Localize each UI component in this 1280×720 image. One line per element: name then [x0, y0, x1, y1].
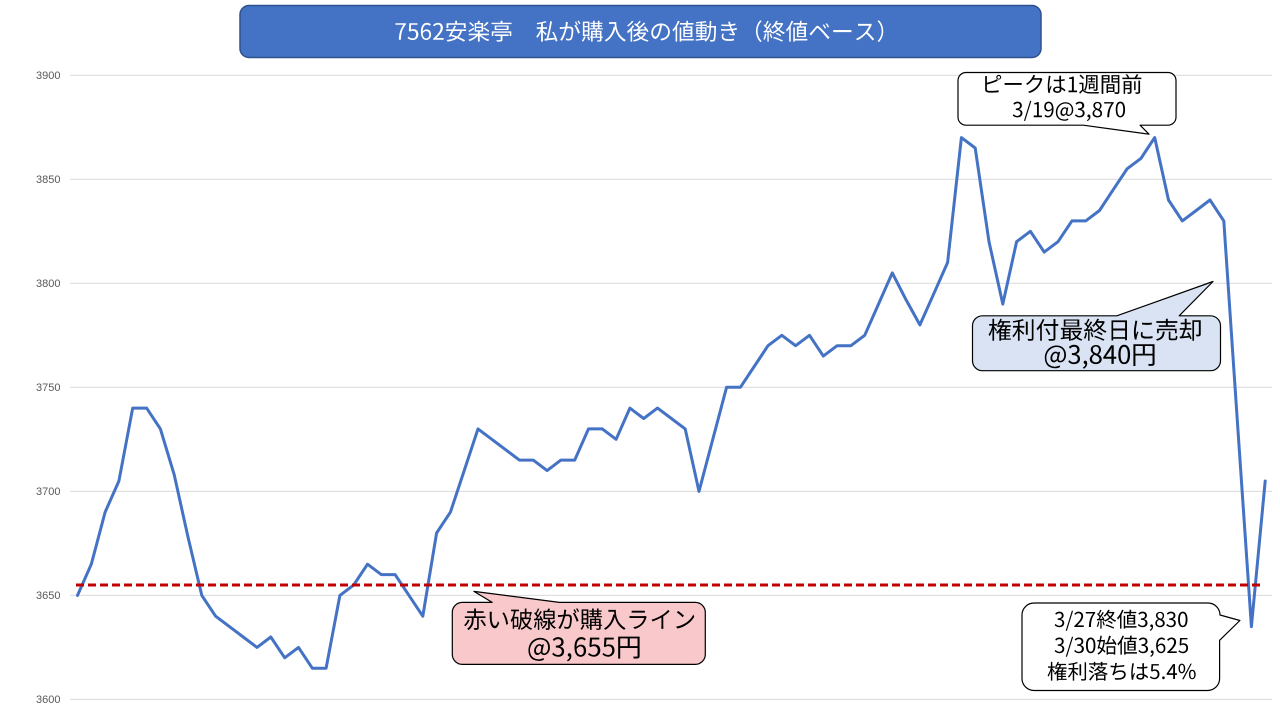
- svg-text:3700: 3700: [36, 486, 60, 498]
- svg-text:3600: 3600: [36, 694, 60, 706]
- svg-text:3750: 3750: [36, 382, 60, 394]
- svg-text:3800: 3800: [36, 278, 60, 290]
- svg-text:3900: 3900: [36, 70, 60, 82]
- svg-text:3850: 3850: [36, 174, 60, 186]
- svg-text:3650: 3650: [36, 590, 60, 602]
